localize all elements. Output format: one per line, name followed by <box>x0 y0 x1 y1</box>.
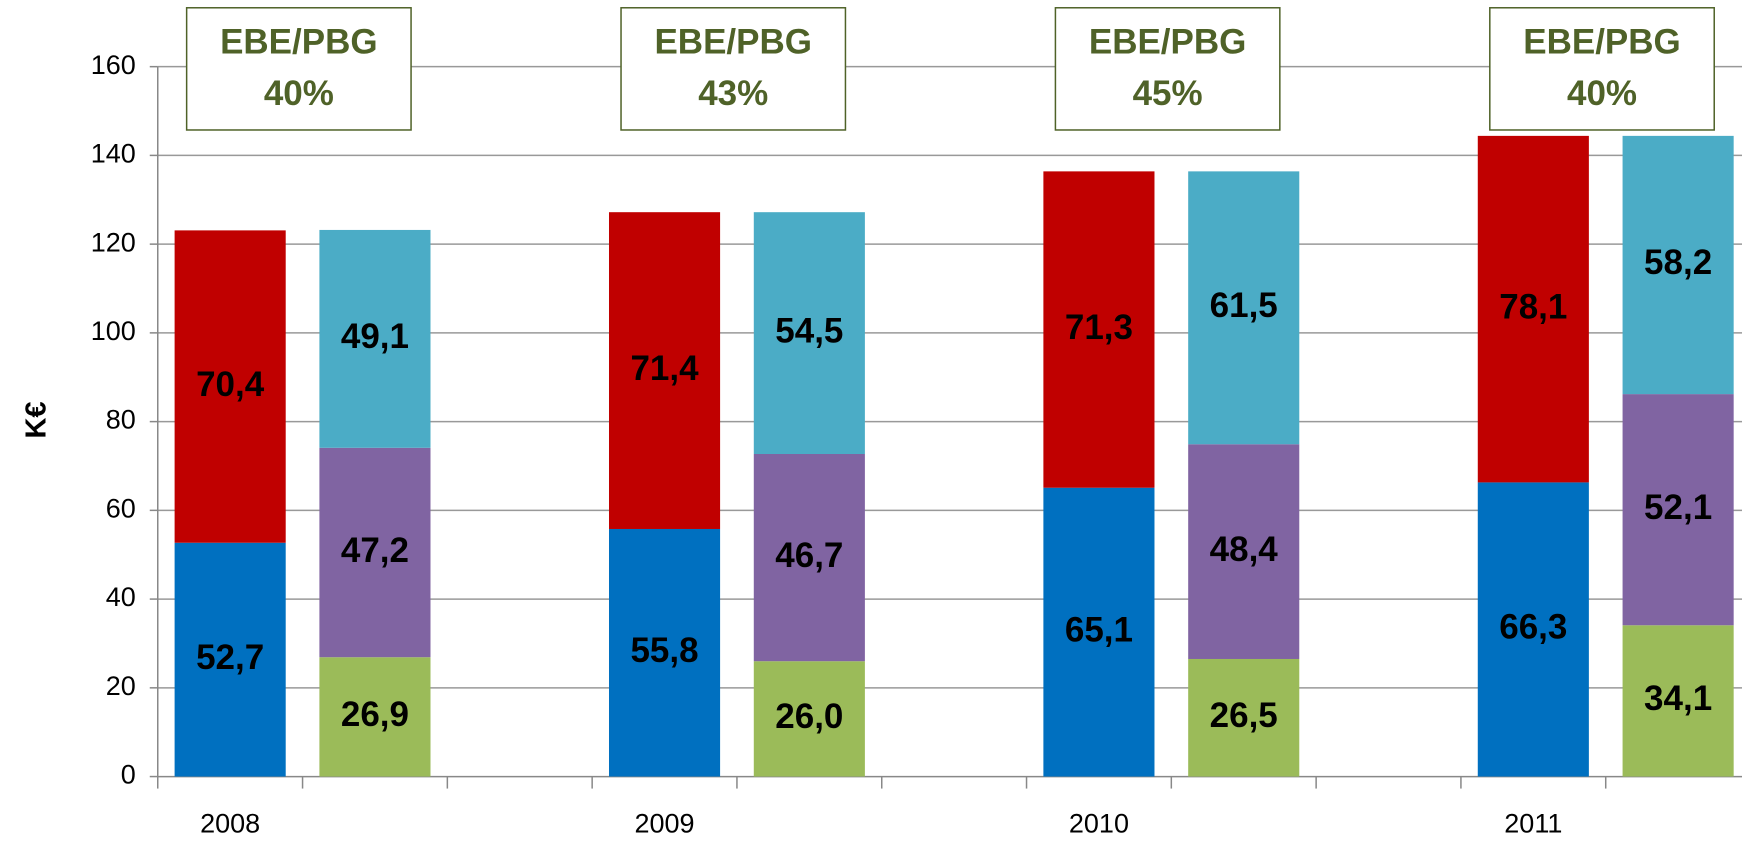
data-label: 26,0 <box>775 697 843 736</box>
data-label: 54,5 <box>775 311 843 350</box>
bar-segment <box>753 212 865 455</box>
bar-segment <box>608 212 721 529</box>
x-tick-label: 2008 <box>200 809 260 839</box>
data-label: 78,1 <box>1499 287 1567 326</box>
annotation-title: EBE/PBG <box>1523 23 1681 62</box>
bar-segment <box>1622 135 1734 395</box>
bar-segment <box>1043 171 1155 488</box>
data-label: 47,2 <box>341 531 409 570</box>
data-label: 66,3 <box>1499 608 1567 647</box>
bar-segment <box>319 229 431 448</box>
data-label: 71,4 <box>630 349 699 388</box>
data-label: 26,9 <box>341 695 409 734</box>
x-tick-label: 2009 <box>635 809 695 839</box>
bar-segment <box>319 657 431 777</box>
data-label: 26,5 <box>1210 696 1278 735</box>
annotation-value: 45% <box>1133 74 1203 113</box>
data-label: 71,3 <box>1065 308 1133 347</box>
bar-segment <box>1188 444 1300 659</box>
bar-segment <box>1622 394 1734 626</box>
annotation-box <box>1489 7 1715 131</box>
bar-segment <box>1477 135 1589 483</box>
data-label: 58,2 <box>1644 243 1712 282</box>
data-label: 34,1 <box>1644 679 1712 718</box>
bar-segment <box>608 528 721 777</box>
annotation-value: 43% <box>698 74 768 113</box>
annotation-value: 40% <box>1567 74 1637 113</box>
annotation-box <box>620 7 847 131</box>
bar-segment <box>1188 171 1300 445</box>
y-tick-label: 60 <box>106 493 136 523</box>
bar-segment <box>319 447 431 658</box>
annotation-value: 40% <box>264 74 334 113</box>
y-tick-label: 80 <box>106 405 136 435</box>
y-tick-label: 0 <box>121 760 136 790</box>
bar-segment <box>1622 625 1734 777</box>
bar-segment <box>1477 482 1589 777</box>
x-tick-label: 2011 <box>1504 809 1562 839</box>
bar-segment <box>174 542 286 777</box>
y-tick-label: 100 <box>91 316 136 346</box>
data-label: 46,7 <box>775 536 843 575</box>
y-tick-label: 120 <box>91 227 136 257</box>
data-label: 49,1 <box>341 317 409 356</box>
data-label: 48,4 <box>1210 530 1279 569</box>
data-label: 52,1 <box>1644 488 1712 527</box>
annotation-box <box>185 7 412 131</box>
x-tick-label: 2010 <box>1069 809 1129 839</box>
data-label: 65,1 <box>1065 610 1133 649</box>
bar-segment <box>1043 487 1155 777</box>
y-tick-label: 140 <box>91 139 136 169</box>
data-label: 70,4 <box>196 365 265 404</box>
data-label: 61,5 <box>1210 286 1278 325</box>
bar-segment <box>174 230 286 543</box>
y-tick-label: 40 <box>106 582 136 612</box>
bar-segment <box>753 661 865 777</box>
data-label: 55,8 <box>630 631 698 670</box>
y-tick-label: 160 <box>91 50 136 80</box>
annotation-box <box>1054 7 1281 131</box>
data-label: 52,7 <box>196 638 264 677</box>
y-axis-label: K€ <box>21 401 53 438</box>
bar-segment <box>1188 658 1300 777</box>
annotation-title: EBE/PBG <box>1089 23 1247 62</box>
annotation-title: EBE/PBG <box>654 23 812 62</box>
bar-segment <box>753 454 865 662</box>
annotation-title: EBE/PBG <box>220 23 378 62</box>
y-tick-label: 20 <box>106 671 136 701</box>
